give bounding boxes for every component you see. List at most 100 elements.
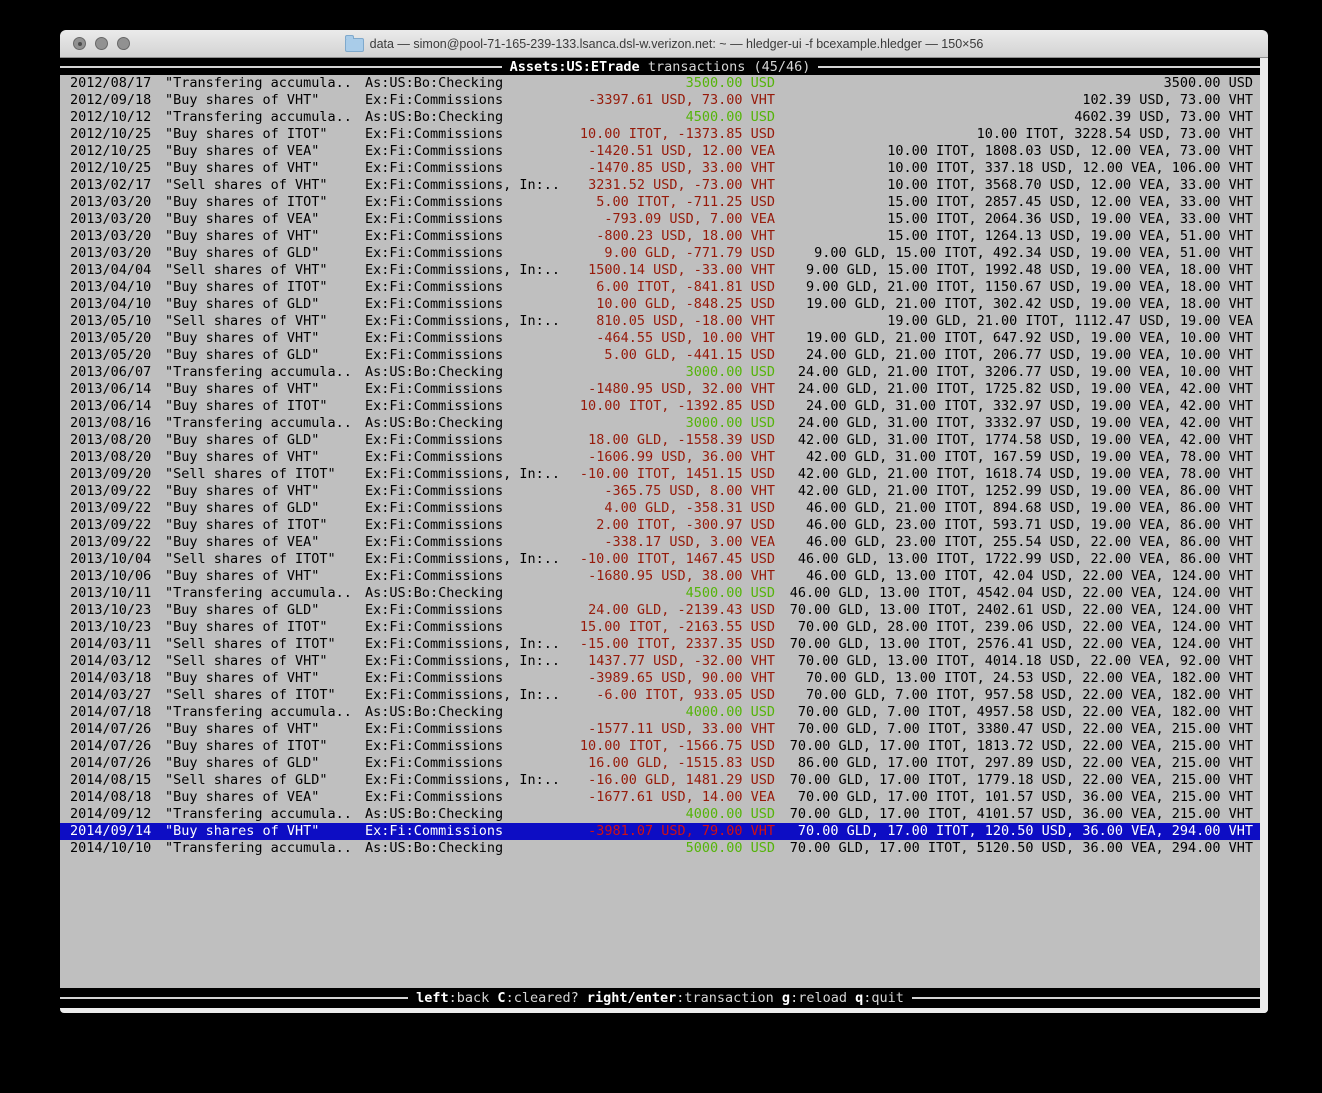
help-key: q — [855, 990, 864, 1006]
transaction-description: "Buy shares of GLD" — [165, 245, 320, 261]
transaction-accounts: Ex:Fi:Commissions, In:.. — [365, 466, 561, 482]
transaction-row[interactable]: 2014/09/12 "Transfering accumula.. As:US:B… — [60, 806, 1260, 823]
transaction-balance: 19.00 GLD, 21.00 ITOT, 647.92 USD, 19.00… — [805, 330, 1253, 346]
transaction-row[interactable]: 2014/07/26 "Buy shares of GLD" Ex:Fi:Commi… — [60, 755, 1260, 772]
transaction-description: "Buy shares of ITOT" — [165, 398, 328, 414]
transaction-row[interactable]: 2013/05/20 "Buy shares of VHT" Ex:Fi:Commi… — [60, 330, 1260, 347]
transaction-balance: 70.00 GLD, 7.00 ITOT, 957.58 USD, 22.00 … — [805, 687, 1253, 703]
transaction-row[interactable]: 2012/09/18 "Buy shares of VHT" Ex:Fi:Commi… — [60, 92, 1260, 109]
transaction-row-selected[interactable]: 2014/09/14 "Buy shares of VHT" Ex:Fi:Commi… — [60, 823, 1260, 840]
transaction-change: 4500.00 USD — [685, 109, 775, 125]
transaction-date: 2013/06/14 — [70, 381, 152, 397]
transaction-date: 2014/07/26 — [70, 738, 152, 754]
transaction-row[interactable]: 2013/09/22 "Buy shares of VEA" Ex:Fi:Commi… — [60, 534, 1260, 551]
transaction-change: 1500.14 USD, -33.00 VHT — [588, 262, 775, 278]
transaction-row[interactable]: 2014/03/27 "Sell shares of ITOT" Ex:Fi:Com… — [60, 687, 1260, 704]
transaction-row[interactable]: 2013/05/10 "Sell shares of VHT" Ex:Fi:Comm… — [60, 313, 1260, 330]
transaction-row[interactable]: 2013/06/07 "Transfering accumula.. As:US:B… — [60, 364, 1260, 381]
transaction-accounts: As:US:Bo:Checking — [365, 806, 504, 822]
zoom-button[interactable] — [117, 37, 130, 50]
transaction-row[interactable]: 2012/10/25 "Buy shares of VEA" Ex:Fi:Commi… — [60, 143, 1260, 160]
transaction-row[interactable]: 2012/08/17 "Transfering accumula.. As:US:B… — [60, 75, 1260, 92]
transaction-description: "Transfering accumula.. — [165, 75, 352, 91]
transaction-description: "Buy shares of ITOT" — [165, 517, 328, 533]
transaction-row[interactable]: 2013/09/22 "Buy shares of GLD" Ex:Fi:Commi… — [60, 500, 1260, 517]
transaction-row[interactable]: 2014/10/10 "Transfering accumula.. As:US:B… — [60, 840, 1260, 857]
transaction-row[interactable]: 2013/04/10 "Buy shares of ITOT" Ex:Fi:Comm… — [60, 279, 1260, 296]
transaction-date: 2013/03/20 — [70, 245, 152, 261]
transaction-change: -464.55 USD, 10.00 VHT — [596, 330, 775, 346]
transaction-change: 3000.00 USD — [685, 415, 775, 431]
transaction-balance: 70.00 GLD, 13.00 ITOT, 4014.18 USD, 22.0… — [797, 653, 1253, 669]
transaction-description: "Sell shares of VHT" — [165, 177, 328, 193]
transaction-row[interactable]: 2014/03/12 "Sell shares of VHT" Ex:Fi:Comm… — [60, 653, 1260, 670]
transaction-row[interactable]: 2014/08/15 "Sell shares of GLD" Ex:Fi:Comm… — [60, 772, 1260, 789]
transaction-row[interactable]: 2013/03/20 "Buy shares of VHT" Ex:Fi:Commi… — [60, 228, 1260, 245]
transaction-row[interactable]: 2012/10/25 "Buy shares of VHT" Ex:Fi:Commi… — [60, 160, 1260, 177]
transaction-row[interactable]: 2013/03/20 "Buy shares of GLD" Ex:Fi:Commi… — [60, 245, 1260, 262]
transaction-row[interactable]: 2013/03/20 "Buy shares of VEA" Ex:Fi:Commi… — [60, 211, 1260, 228]
help-key: g — [781, 990, 791, 1006]
transaction-row[interactable]: 2013/04/04 "Sell shares of VHT" Ex:Fi:Comm… — [60, 262, 1260, 279]
transaction-balance: 46.00 GLD, 13.00 ITOT, 1722.99 USD, 22.0… — [797, 551, 1253, 567]
transaction-row[interactable]: 2013/09/22 "Buy shares of ITOT" Ex:Fi:Comm… — [60, 517, 1260, 534]
transaction-row[interactable]: 2013/09/22 "Buy shares of VHT" Ex:Fi:Commi… — [60, 483, 1260, 500]
transaction-accounts: Ex:Fi:Commissions — [365, 432, 504, 448]
transaction-row[interactable]: 2012/10/25 "Buy shares of ITOT" Ex:Fi:Comm… — [60, 126, 1260, 143]
transaction-date: 2013/09/22 — [70, 534, 152, 550]
transaction-accounts: Ex:Fi:Commissions, In:.. — [365, 551, 561, 567]
transaction-row[interactable]: 2013/08/20 "Buy shares of GLD" Ex:Fi:Commi… — [60, 432, 1260, 449]
transaction-balance: 42.00 GLD, 31.00 ITOT, 1774.58 USD, 19.0… — [797, 432, 1253, 448]
transaction-row[interactable]: 2014/03/18 "Buy shares of VHT" Ex:Fi:Commi… — [60, 670, 1260, 687]
transaction-date: 2013/09/22 — [70, 483, 152, 499]
transaction-date: 2013/08/16 — [70, 415, 152, 431]
transaction-description: "Transfering accumula.. — [165, 806, 352, 822]
transaction-row[interactable]: 2014/03/11 "Sell shares of ITOT" Ex:Fi:Com… — [60, 636, 1260, 653]
transaction-accounts: Ex:Fi:Commissions, In:.. — [365, 653, 561, 669]
transaction-change: -16.00 GLD, 1481.29 USD — [588, 772, 775, 788]
transaction-row[interactable]: 2013/08/20 "Buy shares of VHT" Ex:Fi:Commi… — [60, 449, 1260, 466]
transaction-accounts: Ex:Fi:Commissions — [365, 143, 504, 159]
transaction-row[interactable]: 2014/07/18 "Transfering accumula.. As:US:B… — [60, 704, 1260, 721]
transaction-row[interactable]: 2013/09/20 "Sell shares of ITOT" Ex:Fi:Com… — [60, 466, 1260, 483]
transaction-row[interactable]: 2013/08/16 "Transfering accumula.. As:US:B… — [60, 415, 1260, 432]
transaction-row[interactable]: 2013/03/20 "Buy shares of ITOT" Ex:Fi:Comm… — [60, 194, 1260, 211]
transaction-accounts: Ex:Fi:Commissions — [365, 534, 504, 550]
transaction-balance: 46.00 GLD, 13.00 ITOT, 4542.04 USD, 22.0… — [789, 585, 1253, 601]
transaction-row[interactable]: 2012/10/12 "Transfering accumula.. As:US:B… — [60, 109, 1260, 126]
minimize-button[interactable] — [95, 37, 108, 50]
transaction-date: 2012/10/25 — [70, 143, 152, 159]
transaction-accounts: Ex:Fi:Commissions — [365, 449, 504, 465]
transaction-row[interactable]: 2014/07/26 "Buy shares of VHT" Ex:Fi:Commi… — [60, 721, 1260, 738]
hledger-ui-screen: Assets:US:ETrade transactions (45/46) 20… — [60, 58, 1261, 1008]
window-titlebar[interactable]: data — simon@pool-71-165-239-133.lsanca.… — [60, 30, 1268, 58]
transaction-change: 4000.00 USD — [685, 704, 775, 720]
transaction-row[interactable]: 2013/10/06 "Buy shares of VHT" Ex:Fi:Commi… — [60, 568, 1260, 585]
transaction-accounts: Ex:Fi:Commissions, In:.. — [365, 636, 561, 652]
transaction-description: "Buy shares of ITOT" — [165, 619, 328, 635]
transaction-row[interactable]: 2013/10/04 "Sell shares of ITOT" Ex:Fi:Com… — [60, 551, 1260, 568]
transaction-row[interactable]: 2014/08/18 "Buy shares of VEA" Ex:Fi:Commi… — [60, 789, 1260, 806]
traffic-lights — [73, 30, 130, 57]
transaction-row[interactable]: 2013/10/23 "Buy shares of ITOT" Ex:Fi:Comm… — [60, 619, 1260, 636]
transaction-description: "Buy shares of VHT" — [165, 670, 320, 686]
transaction-row[interactable]: 2013/04/10 "Buy shares of GLD" Ex:Fi:Commi… — [60, 296, 1260, 313]
transaction-row[interactable]: 2013/05/20 "Buy shares of GLD" Ex:Fi:Commi… — [60, 347, 1260, 364]
transaction-row[interactable]: 2013/06/14 "Buy shares of ITOT" Ex:Fi:Comm… — [60, 398, 1260, 415]
transaction-row[interactable]: 2013/06/14 "Buy shares of VHT" Ex:Fi:Commi… — [60, 381, 1260, 398]
transaction-date: 2013/08/20 — [70, 449, 152, 465]
transaction-date: 2013/10/23 — [70, 619, 152, 635]
close-button[interactable] — [73, 37, 86, 50]
transaction-date: 2014/07/26 — [70, 755, 152, 771]
transaction-row[interactable]: 2014/07/26 "Buy shares of ITOT" Ex:Fi:Comm… — [60, 738, 1260, 755]
transaction-date: 2012/10/25 — [70, 160, 152, 176]
transaction-row[interactable]: 2013/10/11 "Transfering accumula.. As:US:B… — [60, 585, 1260, 602]
transaction-row[interactable]: 2013/10/23 "Buy shares of GLD" Ex:Fi:Commi… — [60, 602, 1260, 619]
transaction-balance: 102.39 USD, 73.00 VHT — [1082, 92, 1253, 108]
transaction-description: "Buy shares of VHT" — [165, 449, 320, 465]
transaction-date: 2013/09/20 — [70, 466, 152, 482]
scrollbar[interactable] — [1260, 58, 1268, 1013]
transaction-date: 2013/10/06 — [70, 568, 152, 584]
transaction-row[interactable]: 2013/02/17 "Sell shares of VHT" Ex:Fi:Comm… — [60, 177, 1260, 194]
